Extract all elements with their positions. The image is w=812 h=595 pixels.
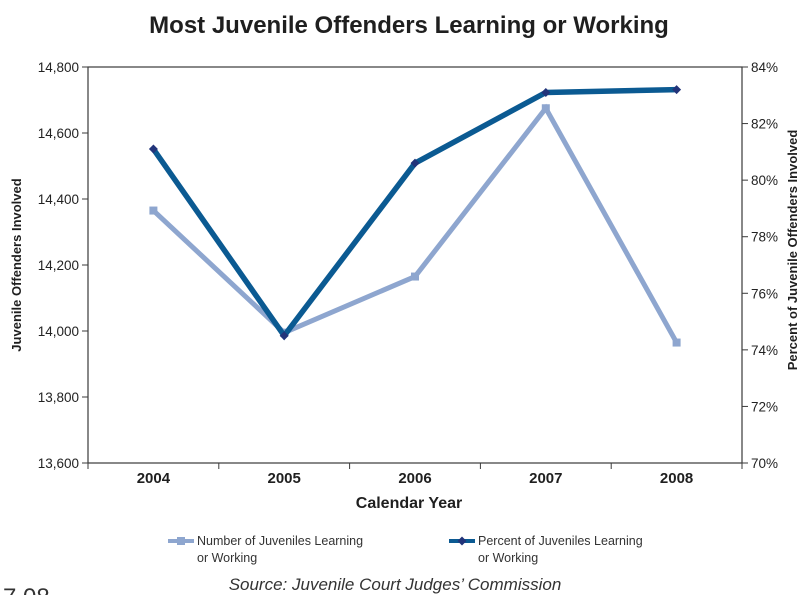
series-line-percent <box>151 86 677 341</box>
y-axis-title: Juvenile Offenders Involved <box>9 178 24 351</box>
x-tick-label: 2004 <box>137 470 171 487</box>
data-point-number <box>149 206 158 215</box>
legend-label-percent-line1: Percent of Juveniles Learning <box>478 534 643 548</box>
data-point-percent <box>148 144 158 154</box>
y-tick-label: 14,600 <box>38 126 79 141</box>
plot-frame <box>87 66 743 464</box>
y-tick-label: 14,200 <box>38 258 79 273</box>
legend-label-number-line1: Number of Juveniles Learning <box>197 534 363 548</box>
data-point-number <box>411 272 419 281</box>
y-axis-left: 13,600 13,800 14,000 14,200 14,400 14,600 14,8… <box>38 60 88 471</box>
y-tick-label: 14,000 <box>38 324 79 339</box>
legend-square-marker-icon <box>177 537 185 545</box>
y2-tick-label: 80% <box>751 173 778 188</box>
legend-label-number-line2: or Working <box>197 551 257 565</box>
legend-diamond-marker-icon <box>457 536 467 546</box>
page-number: 7.08 <box>3 584 50 595</box>
y2-tick-label: 84% <box>751 60 778 75</box>
data-point-percent <box>541 87 551 97</box>
y2-tick-label: 76% <box>751 286 778 301</box>
legend: Number of Juveniles Learning or Working … <box>168 534 643 565</box>
y2-tick-label: 72% <box>751 399 778 414</box>
y2-tick-label: 70% <box>751 456 778 471</box>
data-point-number <box>672 338 681 347</box>
y-tick-label: 14,400 <box>38 192 79 207</box>
y-tick-label: 13,600 <box>38 456 79 471</box>
source-note: Source: Juvenile Court Judges’ Commissio… <box>229 575 562 594</box>
x-tick-label: 2006 <box>398 470 431 487</box>
legend-label-percent-line2: or Working <box>478 551 538 565</box>
data-point-number <box>541 104 550 113</box>
series-line-number <box>151 103 679 344</box>
y-tick-label: 14,800 <box>38 60 79 75</box>
chart-title: Most Juvenile Offenders Learning or Work… <box>149 12 669 39</box>
legend-item-number: Number of Juveniles Learning or Working <box>168 534 363 565</box>
y-tick-label: 13,800 <box>38 390 79 405</box>
series-layer <box>148 85 682 347</box>
x-tick-label: 2005 <box>268 470 301 487</box>
y2-tick-label: 74% <box>751 343 778 358</box>
x-axis-title: Calendar Year <box>356 495 462 512</box>
data-point-percent <box>279 331 289 341</box>
y2-axis-title: Percent of Juvenile Offenders Involved <box>785 130 800 371</box>
x-axis: 2004 2005 2006 2007 2008 <box>87 463 743 487</box>
y2-tick-label: 82% <box>751 117 778 132</box>
y-axis-right: 70% 72% 74% 76% 78% 80% 82% 84% <box>742 60 778 471</box>
y2-tick-label: 78% <box>751 230 778 245</box>
data-point-percent <box>672 85 682 95</box>
legend-item-percent: Percent of Juveniles Learning or Working <box>449 534 643 565</box>
x-tick-label: 2008 <box>660 470 693 487</box>
x-tick-label: 2007 <box>529 470 562 487</box>
data-point-percent <box>410 158 420 168</box>
